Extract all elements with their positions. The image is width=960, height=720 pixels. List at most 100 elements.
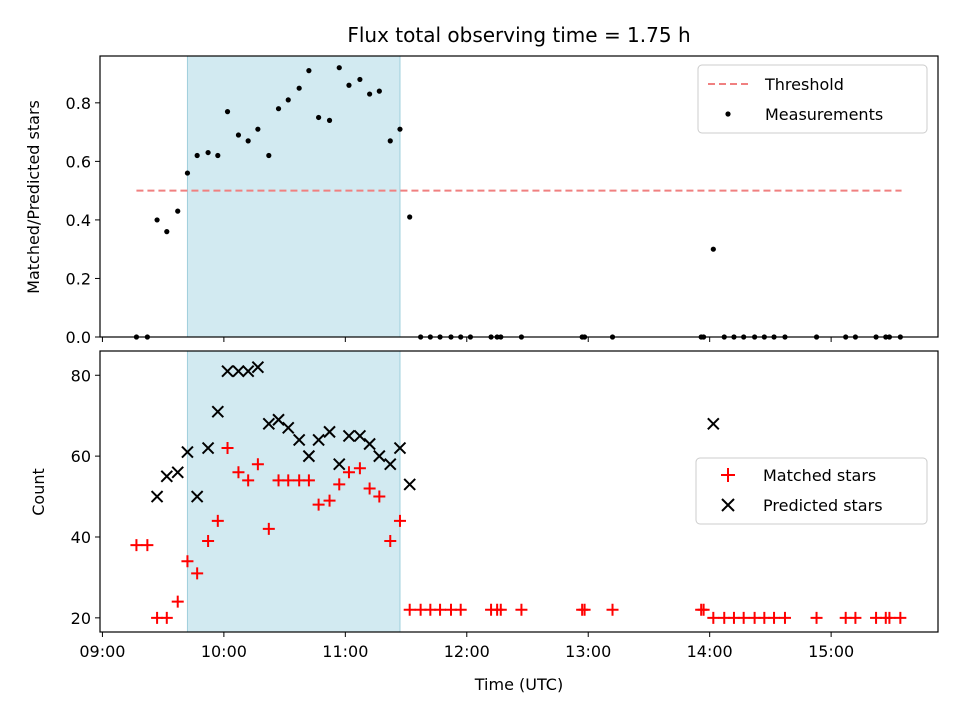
matched-star-point [894,611,907,624]
matched-star-point [434,603,447,616]
predicted-star-point [241,365,255,378]
y-tick-label: 0.2 [66,269,91,288]
predicted-star-point [211,405,225,418]
measurement-point [224,109,231,115]
predicted-star-point [384,458,397,471]
legend-matched-swatch [721,468,735,482]
y-tick-label: 60 [71,447,91,466]
predicted-star-point [353,429,367,443]
matched-star-point [323,494,336,507]
matched-star-point [262,522,275,535]
measurement-point [194,152,200,159]
predicted-star-point [403,478,416,491]
legend-matched-label: Matched stars [763,466,876,485]
matched-star-point [302,474,315,487]
bot-highlight-span [186,350,401,633]
matched-star-point [697,603,710,616]
matched-star-point [312,498,325,511]
matched-star-point [282,474,295,487]
measurement-point [175,208,181,214]
matched-star-point [606,603,619,616]
matched-star-point [141,539,154,552]
legend-measurements-label: Measurements [765,105,883,124]
matched-star-point [342,466,355,479]
x-tick-label: 15:00 [808,642,854,661]
measurement-point [376,88,382,94]
predicted-star-point [342,429,356,443]
measurement-point [407,214,413,220]
legend-measurements-swatch [725,111,731,117]
x-tick-label: 10:00 [201,642,247,661]
bottom-legend: Matched stars Predicted stars [695,457,928,525]
predicted-star-point [333,458,346,471]
predicted-star-point [181,445,194,459]
matched-star-point [353,462,366,475]
measurement-point [215,152,221,159]
matched-star-point [778,611,791,624]
matched-star-point [454,603,467,616]
x-tick-label: 11:00 [322,642,368,661]
measurement-point [397,126,403,132]
predicted-star-point [312,433,325,447]
predicted-star-point [190,490,204,503]
figure-title: Flux total observing time = 1.75 h [347,23,690,47]
x-tick-label: 09:00 [79,642,125,661]
measurement-point [255,126,261,132]
measurement-point [266,152,272,159]
matched-star-point [393,514,406,527]
measurement-point [710,246,716,252]
matched-star-point [211,514,224,527]
matched-star-point [737,611,750,624]
predicted-star-point [201,441,215,455]
measurement-point [316,114,322,121]
matched-star-point [810,611,823,624]
y-tick-label: 0.4 [66,211,91,230]
y-tick-label: 0.0 [66,328,91,347]
measurement-point [184,170,191,176]
matched-star-point [251,458,264,471]
predicted-star-point [262,417,276,430]
predicted-star-point [221,365,234,378]
top-panel: 0.00.20.40.60.8 Matched/Predicted stars … [24,55,939,347]
y-tick-label: 20 [71,609,91,628]
predicted-star-point [272,413,285,426]
top-plot-frame [99,55,939,338]
matched-star-point [578,603,591,616]
matched-star-point [202,535,215,548]
matched-star-point [849,611,862,624]
bottom-plot-frame [99,350,939,633]
predicted-star-point [393,441,407,455]
legend-threshold-label: Threshold [764,75,844,94]
predicted-star-point [373,449,386,463]
y-tick-label: 0.8 [66,94,91,113]
matched-star-point [333,478,346,491]
matched-star-point [160,611,173,624]
measurement-point [346,82,352,88]
matched-star-point [242,474,255,487]
matched-star-point [130,539,143,552]
top-highlight-span [186,55,401,338]
matched-star-point [221,442,234,455]
predicted-star-point [292,433,306,447]
x-tick-label: 14:00 [687,642,733,661]
matched-star-point [515,603,528,616]
matched-star-point [384,535,397,548]
predicted-star-point [302,449,316,463]
matched-star-point [707,611,720,624]
top-legend-box [697,64,928,134]
measurement-point [326,117,333,123]
predicted-star-point [251,360,265,374]
predicted-star-point [707,417,720,430]
predicted-star-point [363,437,376,451]
matched-star-point [373,490,386,503]
y-tick-label: 80 [71,366,91,385]
predicted-star-point [232,365,245,378]
predicted-star-point [160,470,174,483]
legend-predicted-label: Predicted stars [763,496,883,515]
matched-star-point [181,555,194,568]
y-tick-label: 0.6 [66,152,91,171]
measurement-point [205,149,211,156]
measurement-point [306,68,312,74]
matched-star-point [768,611,781,624]
